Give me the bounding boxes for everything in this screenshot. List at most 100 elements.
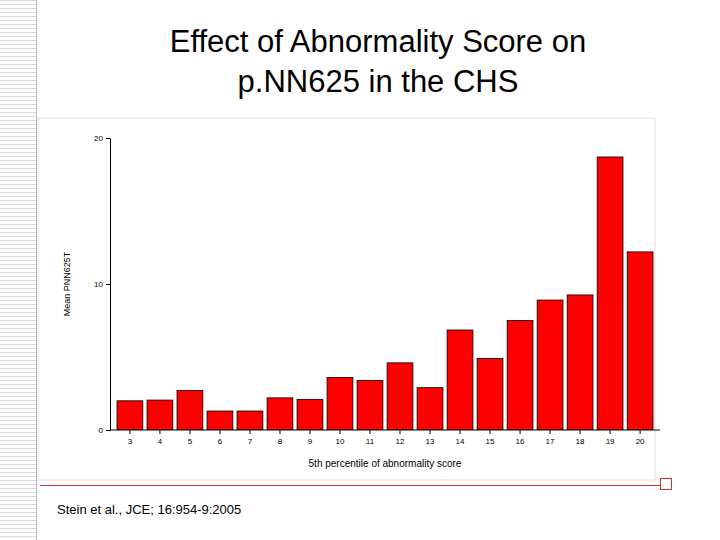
x-tick-mark: [129, 430, 130, 434]
y-tick: 20: [94, 134, 110, 143]
bar: [417, 388, 443, 430]
stripe: [0, 428, 36, 429]
stripe: [0, 332, 36, 333]
stripe: [0, 340, 36, 341]
stripe: [0, 192, 36, 193]
bar: [117, 401, 143, 430]
bar: [597, 157, 623, 430]
x-tick-label: 20: [636, 437, 645, 446]
slide-stripes: [0, 1, 36, 537]
stripe: [0, 120, 36, 121]
stripe: [0, 304, 36, 305]
stripe: [0, 284, 36, 285]
stripe: [0, 292, 36, 293]
stripe: [0, 328, 36, 329]
x-tick-mark: [189, 430, 190, 434]
x-tick-label: 19: [606, 437, 615, 446]
x-tick-mark: [279, 430, 280, 434]
stripe: [0, 252, 36, 253]
stripe: [0, 472, 36, 473]
x-tick-label: 11: [366, 437, 375, 446]
stripe: [0, 344, 36, 345]
x-tick-label: 5: [188, 437, 193, 446]
stripe: [0, 84, 36, 85]
stripe: [0, 40, 36, 41]
stripe: [0, 372, 36, 373]
stripe: [0, 392, 36, 393]
x-tick-mark: [460, 430, 461, 434]
stripe: [0, 452, 36, 453]
bar: [147, 400, 173, 430]
stripe: [0, 496, 36, 497]
x-tick-mark: [490, 430, 491, 434]
x-tick: 12: [396, 430, 405, 446]
y-tick-mark: [106, 284, 110, 285]
bar: [537, 300, 563, 430]
stripe: [0, 420, 36, 421]
stripe: [0, 280, 36, 281]
title: Effect of Abnormality Score onp.NN625 in…: [170, 24, 586, 99]
stripe: [0, 444, 36, 445]
x-tick-mark: [580, 430, 581, 434]
stripe: [0, 80, 36, 81]
slide: Effect of Abnormality Score onp.NN625 in…: [0, 0, 720, 540]
x-tick-mark: [369, 430, 370, 434]
stripe: [0, 528, 36, 529]
stripe: [0, 512, 36, 513]
title-line: Effect of Abnormality Score on: [170, 24, 586, 59]
stripe: [0, 184, 36, 185]
stripe: [0, 356, 36, 357]
stripe: [0, 132, 36, 133]
bar: [207, 411, 233, 430]
stripe: [0, 388, 36, 389]
stripe: [0, 296, 36, 297]
x-tick: 6: [218, 430, 223, 446]
citation: Stein et al., JCE; 16:954-9:2005: [57, 502, 241, 517]
stripe: [0, 52, 36, 53]
x-tick: 11: [366, 430, 375, 446]
stripe: [0, 248, 36, 249]
stripe: [0, 460, 36, 461]
stripe: [0, 148, 36, 149]
bar: [267, 398, 293, 430]
stripe: [0, 380, 36, 381]
stripe: [0, 508, 36, 509]
stripe: [0, 468, 36, 469]
x-tick: 17: [546, 430, 555, 446]
stripe: [0, 396, 36, 397]
x-axis: 34567891011121314151617181920: [110, 430, 660, 446]
x-tick-label: 14: [456, 437, 465, 446]
x-tick: 18: [576, 430, 585, 446]
stripe: [0, 288, 36, 289]
stripe: [0, 408, 36, 409]
x-tick-label: 4: [158, 437, 163, 446]
stripe: [0, 36, 36, 37]
x-tick-label: 18: [576, 437, 585, 446]
stripe: [0, 68, 36, 69]
stripe: [0, 28, 36, 29]
stripe: [0, 520, 36, 521]
bar: [177, 391, 203, 430]
x-axis-line: [110, 430, 660, 431]
y-tick: 10: [94, 280, 110, 289]
stripe: [0, 384, 36, 385]
x-tick-label: 12: [396, 437, 405, 446]
y-tick-label: 10: [94, 280, 103, 289]
stripe: [0, 412, 36, 413]
stripe: [0, 532, 36, 533]
stripe: [0, 320, 36, 321]
bar: [567, 295, 593, 430]
stripe: [0, 260, 36, 261]
y-axis-title: Mean PNN625T: [62, 251, 72, 316]
stripe: [0, 200, 36, 201]
stripe: [0, 176, 36, 177]
y-tick-label: 20: [94, 134, 103, 143]
stripe: [0, 256, 36, 257]
stripe: [0, 12, 36, 13]
stripe: [0, 404, 36, 405]
stripe: [0, 416, 36, 417]
x-axis-title: 5th percentile of abnormality score: [309, 458, 462, 469]
stripe: [0, 60, 36, 61]
stripe: [0, 136, 36, 137]
stripe: [0, 244, 36, 245]
